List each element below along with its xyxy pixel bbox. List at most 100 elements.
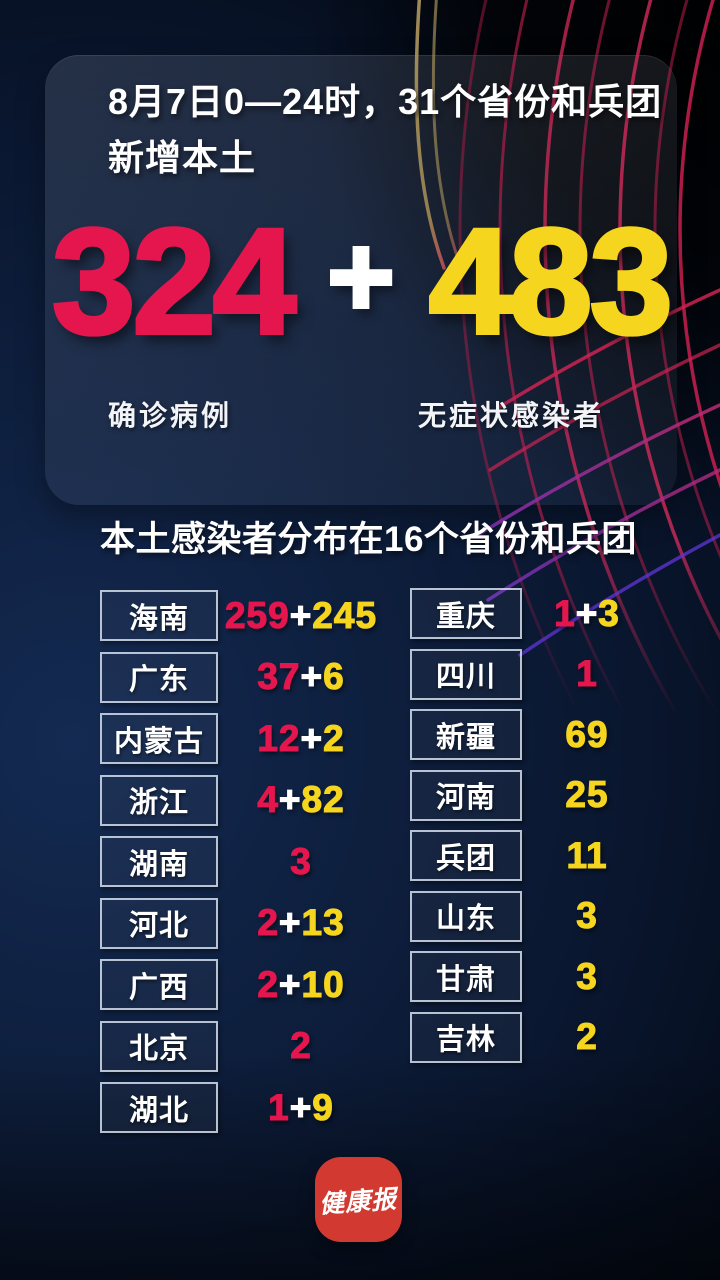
province-name: 吉林 — [435, 1024, 496, 1056]
province-box: 甘肃 — [410, 951, 522, 1002]
asymptomatic-part: 9 — [312, 1086, 334, 1128]
confirmed-part: 12 — [257, 717, 301, 759]
province-box: 山东 — [410, 890, 522, 942]
case-value: 1 — [522, 652, 652, 695]
logo-text: 健康报 — [318, 1184, 399, 1219]
province-name: 广西 — [128, 971, 189, 1004]
confirmed-part: 2 — [257, 901, 279, 943]
province-box: 广东 — [100, 651, 218, 703]
case-value: 3 — [218, 840, 384, 883]
province-name: 四川 — [435, 661, 496, 693]
distribution-subtitle: 本土感染者分布在16个省份和兵团 — [100, 520, 637, 559]
case-value: 12+2 — [218, 717, 384, 760]
table-row: 海南 259+245 — [100, 590, 384, 641]
asymptomatic-part: 82 — [301, 778, 345, 820]
province-box: 广西 — [100, 959, 218, 1010]
province-name: 浙江 — [128, 787, 189, 819]
province-box: 兵团 — [410, 830, 522, 881]
table-row: 湖北 1+9 — [100, 1082, 384, 1133]
asymptomatic-part: 11 — [566, 834, 608, 876]
plus-part: + — [300, 655, 324, 697]
case-value: 69 — [522, 713, 652, 756]
asymptomatic-part: 3 — [598, 592, 620, 634]
asymptomatic-part: 3 — [576, 955, 598, 997]
case-value: 259+245 — [218, 594, 384, 637]
table-row: 新疆 69 — [410, 709, 652, 760]
province-name: 河北 — [128, 910, 189, 942]
confirmed-part: 37 — [257, 655, 301, 697]
asymptomatic-part: 10 — [301, 963, 345, 1005]
summary-numbers: 324 + 483 — [50, 196, 675, 365]
plus-part: + — [278, 778, 302, 820]
confirmed-label: 确诊病例 — [108, 400, 233, 431]
confirmed-part: 1 — [268, 1086, 290, 1128]
province-box: 湖北 — [100, 1082, 218, 1133]
table-row: 广东 37+6 — [100, 651, 384, 703]
table-row: 四川 1 — [410, 648, 652, 700]
province-name: 海南 — [128, 602, 189, 635]
province-name: 兵团 — [435, 842, 496, 875]
case-value: 1+9 — [218, 1086, 384, 1129]
confirmed-count: 324 — [50, 196, 298, 365]
province-name: 湖北 — [128, 1094, 189, 1127]
case-value: 25 — [522, 773, 652, 816]
province-box: 内蒙古 — [100, 713, 218, 764]
province-box: 湖南 — [100, 836, 218, 887]
table-row: 吉林 2 — [410, 1011, 652, 1063]
table-row: 浙江 4+82 — [100, 774, 384, 826]
province-name: 重庆 — [435, 600, 496, 633]
province-name: 北京 — [128, 1033, 189, 1065]
jiankangbao-logo: 健康报 — [315, 1157, 402, 1242]
plus-part: + — [289, 594, 313, 636]
case-value: 2 — [522, 1015, 652, 1058]
table-row: 内蒙古 12+2 — [100, 713, 384, 764]
header-title-line2: 新增本土 — [108, 137, 257, 178]
plus-part: + — [300, 717, 324, 759]
table-row: 兵团 11 — [410, 830, 652, 881]
asymptomatic-count: 483 — [427, 196, 675, 365]
asymptomatic-part: 69 — [565, 713, 609, 755]
case-value: 1+3 — [522, 592, 652, 635]
province-name: 山东 — [435, 903, 496, 935]
plus-sign: + — [325, 210, 397, 341]
province-box: 河北 — [100, 897, 218, 949]
table-row: 湖南 3 — [100, 836, 384, 887]
case-value: 4+82 — [218, 778, 384, 821]
confirmed-part: 4 — [257, 778, 279, 820]
case-value: 2 — [218, 1024, 384, 1067]
province-name: 广东 — [128, 664, 189, 696]
province-name: 河南 — [435, 782, 496, 814]
table-row: 河北 2+13 — [100, 897, 384, 949]
province-box: 北京 — [100, 1020, 218, 1072]
confirmed-part: 3 — [290, 840, 312, 882]
case-value: 2+13 — [218, 901, 384, 944]
case-value: 11 — [522, 834, 652, 877]
province-box: 四川 — [410, 648, 522, 700]
province-box: 吉林 — [410, 1011, 522, 1063]
plus-part: + — [575, 592, 599, 634]
province-name: 湖南 — [128, 848, 189, 881]
plus-part: + — [278, 963, 302, 1005]
province-box: 重庆 — [410, 588, 522, 639]
case-value: 3 — [522, 894, 652, 937]
confirmed-part: 1 — [576, 652, 598, 694]
province-name: 甘肃 — [435, 963, 496, 996]
asymptomatic-part: 13 — [301, 901, 345, 943]
table-row: 山东 3 — [410, 890, 652, 942]
header-title-line1: 8月7日0—24时，31个省份和兵团 — [108, 81, 663, 122]
confirmed-part: 2 — [290, 1024, 312, 1066]
asymptomatic-part: 245 — [312, 594, 378, 636]
province-box: 河南 — [410, 769, 522, 821]
confirmed-part: 1 — [554, 592, 576, 634]
header-title: 8月7日0—24时，31个省份和兵团 新增本土 — [108, 74, 662, 186]
plus-part: + — [289, 1086, 313, 1128]
case-value: 2+10 — [218, 963, 384, 1006]
case-value: 37+6 — [218, 655, 384, 698]
asymptomatic-part: 6 — [323, 655, 345, 697]
asymptomatic-part: 2 — [323, 717, 345, 759]
province-box: 浙江 — [100, 774, 218, 826]
region-table-left: 海南 259+245 广东 37+6 内蒙古 12+2 浙江 4+82 湖南 3… — [100, 590, 384, 1133]
province-name: 新疆 — [435, 721, 496, 754]
